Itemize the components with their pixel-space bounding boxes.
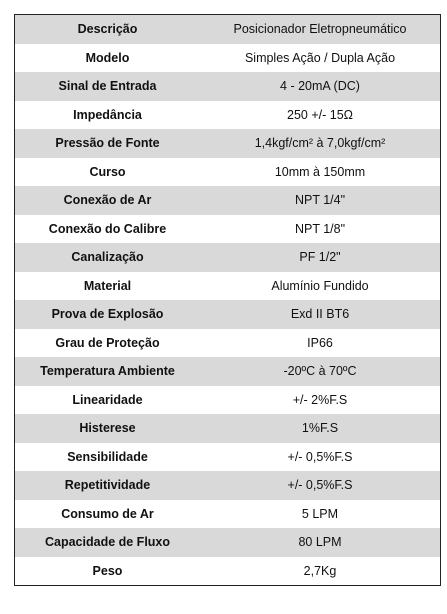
- specifications-table: Descrição Posicionador Eletropneumático …: [14, 14, 441, 586]
- spec-row: Linearidade +/- 2%F.S: [14, 385, 441, 414]
- spec-label: Conexão do Calibre: [14, 214, 200, 243]
- spec-value: Posicionador Eletropneumático: [200, 14, 441, 44]
- spec-row: Conexão do Calibre NPT 1/8": [14, 214, 441, 243]
- spec-row: Conexão de Ar NPT 1/4": [14, 186, 441, 215]
- spec-row: Consumo de Ar 5 LPM: [14, 499, 441, 528]
- spec-label: Curso: [14, 157, 200, 186]
- spec-label: Conexão de Ar: [14, 186, 200, 215]
- spec-row: Impedância 250 +/- 15Ω: [14, 100, 441, 129]
- spec-label: Impedância: [14, 100, 200, 129]
- spec-value: 1,4kgf/cm² à 7,0kgf/cm²: [200, 129, 441, 158]
- spec-row: Grau de Proteção IP66: [14, 328, 441, 357]
- spec-row: Curso 10mm à 150mm: [14, 157, 441, 186]
- spec-row: Material Alumínio Fundido: [14, 271, 441, 300]
- spec-label: Sinal de Entrada: [14, 72, 200, 101]
- spec-value: Alumínio Fundido: [200, 271, 441, 300]
- spec-value: PF 1/2": [200, 243, 441, 272]
- spec-value: +/- 2%F.S: [200, 385, 441, 414]
- spec-value: NPT 1/4": [200, 186, 441, 215]
- spec-value: 5 LPM: [200, 499, 441, 528]
- spec-label: Peso: [14, 556, 200, 586]
- spec-row: Descrição Posicionador Eletropneumático: [14, 14, 441, 44]
- spec-row: Pressão de Fonte 1,4kgf/cm² à 7,0kgf/cm²: [14, 129, 441, 158]
- spec-label: Canalização: [14, 243, 200, 272]
- spec-value: Exd II BT6: [200, 300, 441, 329]
- spec-value: NPT 1/8": [200, 214, 441, 243]
- spec-value: 2,7Kg: [200, 556, 441, 586]
- spec-value: 1%F.S: [200, 414, 441, 443]
- spec-row: Modelo Simples Ação / Dupla Ação: [14, 43, 441, 72]
- spec-label: Capacidade de Fluxo: [14, 528, 200, 557]
- spec-label: Grau de Proteção: [14, 328, 200, 357]
- spec-label: Sensibilidade: [14, 442, 200, 471]
- spec-value: 4 - 20mA (DC): [200, 72, 441, 101]
- spec-value: 10mm à 150mm: [200, 157, 441, 186]
- spec-label: Repetitividade: [14, 471, 200, 500]
- spec-label: Histerese: [14, 414, 200, 443]
- spec-value: +/- 0,5%F.S: [200, 442, 441, 471]
- spec-value: 80 LPM: [200, 528, 441, 557]
- spec-value: IP66: [200, 328, 441, 357]
- spec-value: +/- 0,5%F.S: [200, 471, 441, 500]
- spec-label: Pressão de Fonte: [14, 129, 200, 158]
- specifications-table-body: Descrição Posicionador Eletropneumático …: [14, 14, 441, 586]
- spec-row: Histerese 1%F.S: [14, 414, 441, 443]
- spec-row: Capacidade de Fluxo 80 LPM: [14, 528, 441, 557]
- spec-label: Temperatura Ambiente: [14, 357, 200, 386]
- spec-row: Sinal de Entrada 4 - 20mA (DC): [14, 72, 441, 101]
- spec-row: Prova de Explosão Exd II BT6: [14, 300, 441, 329]
- spec-row: Peso 2,7Kg: [14, 556, 441, 586]
- spec-label: Material: [14, 271, 200, 300]
- spec-value: -20ºC à 70ºC: [200, 357, 441, 386]
- spec-row: Canalização PF 1/2": [14, 243, 441, 272]
- spec-row: Temperatura Ambiente -20ºC à 70ºC: [14, 357, 441, 386]
- spec-value: 250 +/- 15Ω: [200, 100, 441, 129]
- spec-label: Descrição: [14, 14, 200, 44]
- spec-row: Sensibilidade +/- 0,5%F.S: [14, 442, 441, 471]
- spec-label: Modelo: [14, 43, 200, 72]
- spec-row: Repetitividade +/- 0,5%F.S: [14, 471, 441, 500]
- spec-value: Simples Ação / Dupla Ação: [200, 43, 441, 72]
- spec-label: Linearidade: [14, 385, 200, 414]
- spec-label: Prova de Explosão: [14, 300, 200, 329]
- spec-label: Consumo de Ar: [14, 499, 200, 528]
